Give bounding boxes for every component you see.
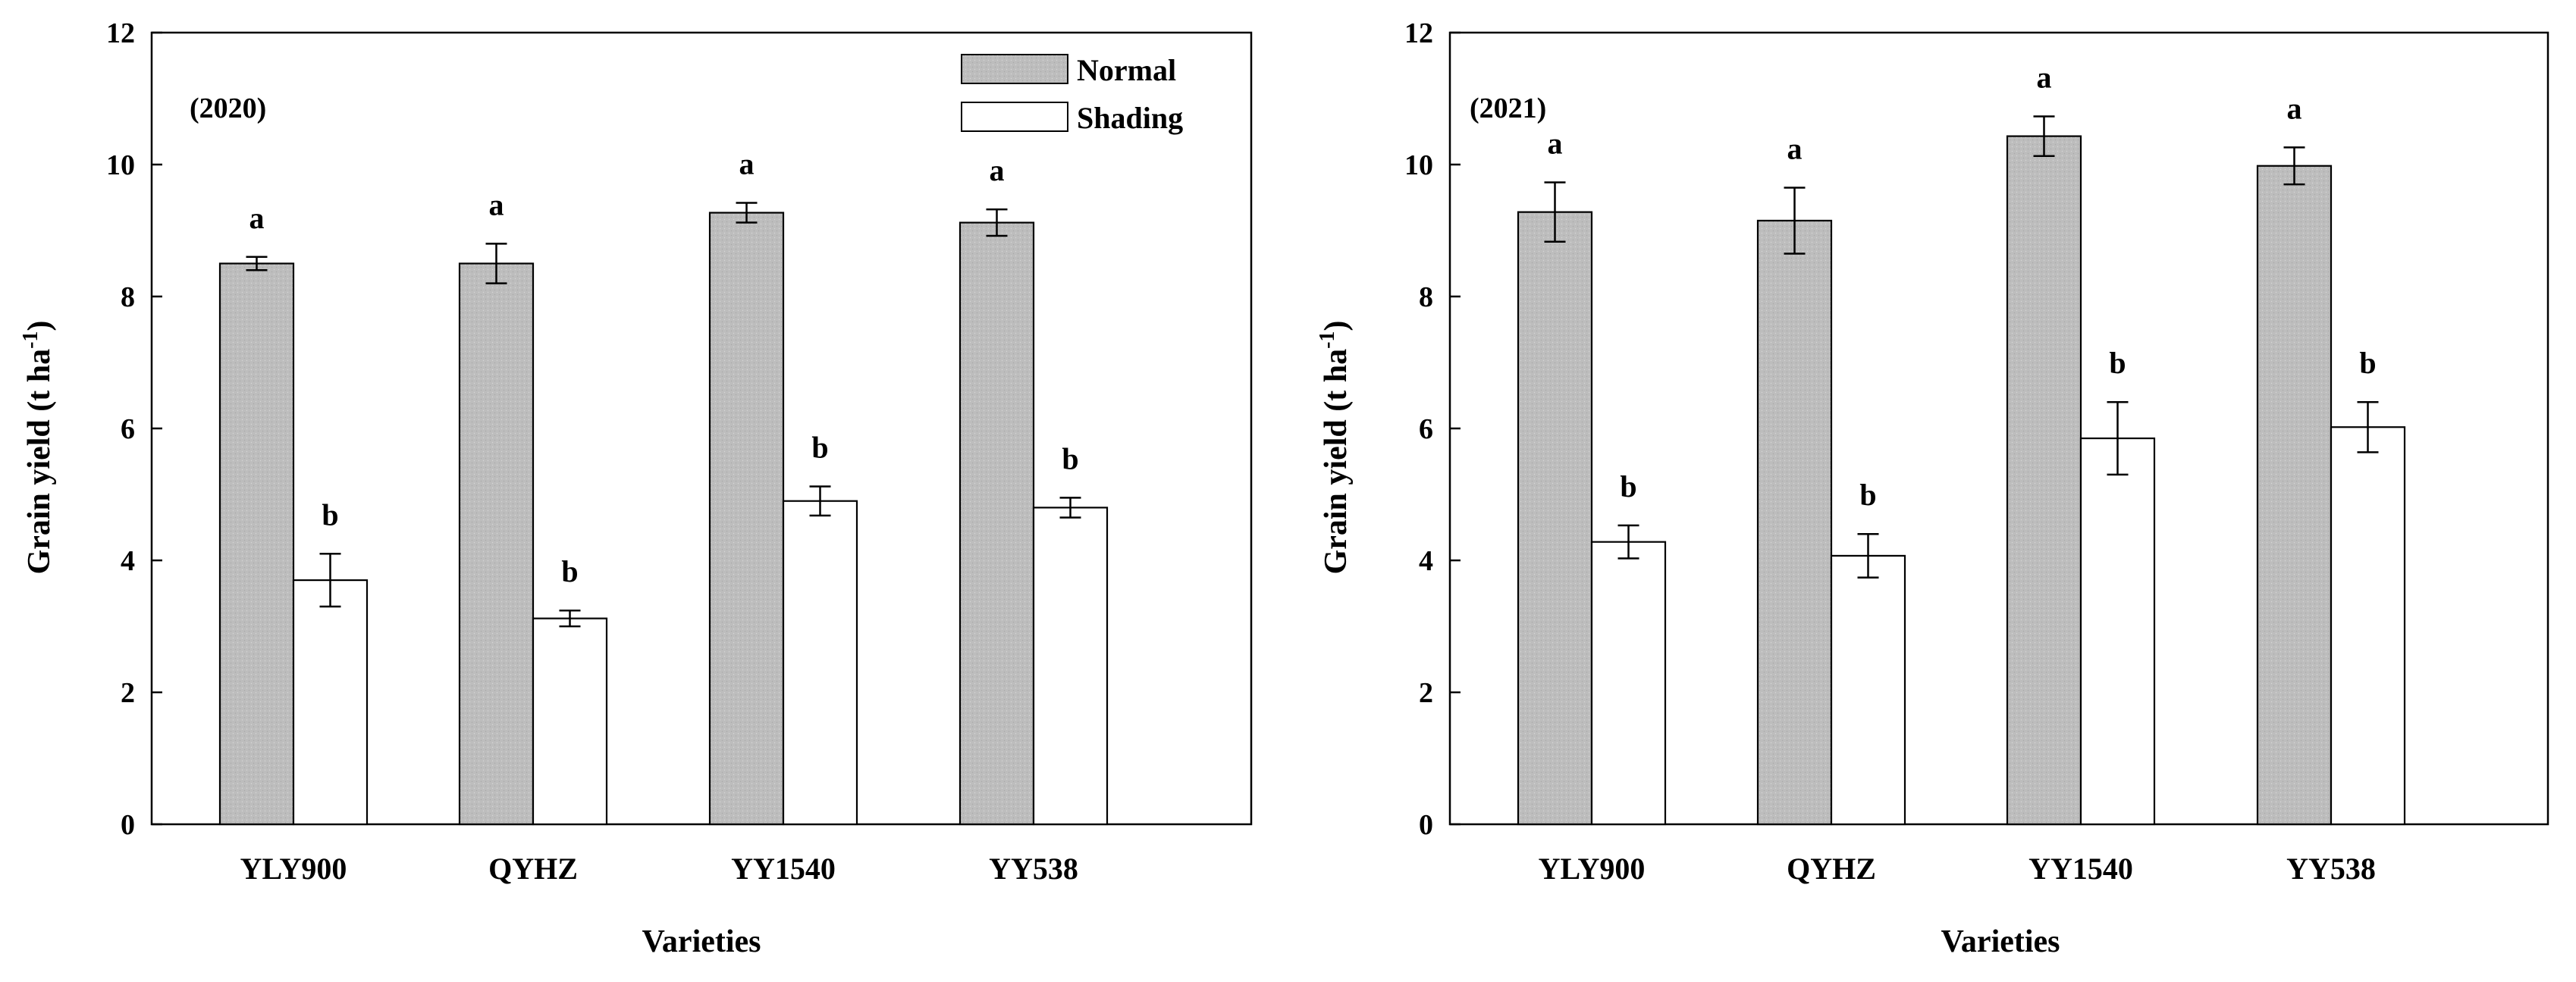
y-tick-label: 0 bbox=[121, 809, 135, 841]
legend-label-normal: Normal bbox=[1077, 53, 1176, 87]
bar-normal-qyhz bbox=[1756, 219, 1833, 826]
x-tick-label: QYHZ bbox=[1787, 852, 1876, 886]
y-tick-label: 10 bbox=[1404, 149, 1433, 181]
y-tick-label: 12 bbox=[1404, 17, 1433, 49]
y-tick-label: 0 bbox=[1419, 809, 1433, 841]
y-tick-label: 6 bbox=[121, 413, 135, 445]
significance-letter: b bbox=[561, 554, 578, 588]
panel-label: (2021) bbox=[1470, 93, 1546, 124]
x-axis-title: Varieties bbox=[642, 924, 761, 959]
y-tick-label: 4 bbox=[121, 545, 135, 577]
significance-letter: a bbox=[489, 187, 504, 221]
x-tick-label: YLY900 bbox=[1539, 852, 1646, 886]
panel-label: (2020) bbox=[190, 93, 266, 124]
bar-normal-yly900 bbox=[218, 262, 295, 826]
y-axis-title: Grain yield (t ha-1) bbox=[1316, 321, 1354, 575]
bar-shading-yy1540 bbox=[782, 500, 858, 826]
bar-normal-yy1540 bbox=[708, 212, 785, 826]
significance-letter: b bbox=[1062, 441, 1078, 475]
x-tick-label: QYHZ bbox=[488, 852, 578, 886]
bar-normal-yy1540 bbox=[2006, 135, 2082, 826]
significance-letter: b bbox=[811, 431, 828, 465]
significance-letter: a bbox=[2037, 60, 2052, 94]
bar-shading-yly900 bbox=[292, 579, 369, 826]
bar-shading-yy538 bbox=[2330, 426, 2406, 826]
significance-letter: a bbox=[1787, 131, 1803, 165]
x-tick-label: YLY900 bbox=[240, 852, 347, 886]
significance-letter: a bbox=[739, 146, 755, 180]
y-axis-title: Grain yield (t ha-1) bbox=[19, 321, 57, 575]
significance-letter: a bbox=[1548, 126, 1563, 160]
significance-letter: b bbox=[1620, 469, 1636, 504]
chart-panel-2020: Grain yield (t ha-1) (2020) Varieties No… bbox=[19, 17, 1253, 959]
legend-swatch-normal bbox=[961, 54, 1068, 84]
bar-normal-yy538 bbox=[2256, 165, 2333, 826]
bar-shading-yy538 bbox=[1032, 507, 1109, 826]
significance-letter: b bbox=[1859, 478, 1876, 512]
y-tick-label: 4 bbox=[1419, 545, 1433, 577]
x-tick-label: YY1540 bbox=[731, 852, 836, 886]
bar-normal-yy538 bbox=[959, 221, 1035, 826]
y-tick-label: 8 bbox=[121, 281, 135, 313]
bar-normal-yly900 bbox=[1517, 211, 1593, 826]
bar-shading-qyhz bbox=[1830, 554, 1906, 826]
x-tick-label: YY1540 bbox=[2028, 852, 2133, 886]
y-axis-title-text: Grain yield (t ha-1) bbox=[1316, 321, 1354, 575]
significance-letter: a bbox=[249, 201, 265, 235]
y-tick-label: 10 bbox=[106, 149, 135, 181]
y-tick-label: 2 bbox=[121, 677, 135, 709]
bar-normal-qyhz bbox=[458, 262, 535, 826]
significance-letter: b bbox=[2109, 346, 2126, 380]
x-tick-label: YY538 bbox=[989, 852, 1078, 886]
significance-letter: a bbox=[990, 153, 1005, 187]
y-tick-label: 6 bbox=[1419, 413, 1433, 445]
y-axis-title-text: Grain yield (t ha-1) bbox=[19, 321, 57, 575]
y-tick-label: 8 bbox=[1419, 281, 1433, 313]
y-tick-label: 2 bbox=[1419, 677, 1433, 709]
legend: Normal Shading bbox=[961, 53, 1183, 135]
legend-label-shading: Shading bbox=[1077, 101, 1183, 135]
significance-letter: b bbox=[322, 497, 338, 532]
bar-shading-qyhz bbox=[532, 617, 608, 826]
significance-letter: a bbox=[2287, 91, 2302, 125]
chart-panel-2021: Grain yield (t ha-1) (2021) Varieties 0 2… bbox=[1316, 17, 2549, 959]
y-tick-label: 12 bbox=[106, 17, 135, 49]
x-axis-title: Varieties bbox=[1941, 924, 2060, 959]
x-tick-label: YY538 bbox=[2286, 852, 2376, 886]
bar-shading-yly900 bbox=[1590, 541, 1667, 826]
significance-letter: b bbox=[2359, 346, 2376, 380]
bar-shading-yy1540 bbox=[2079, 437, 2156, 826]
legend-swatch-shading bbox=[961, 102, 1068, 132]
